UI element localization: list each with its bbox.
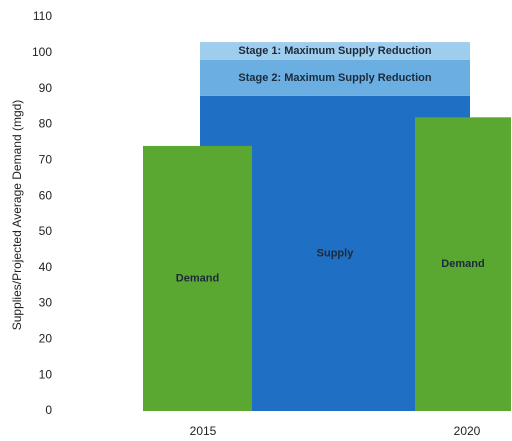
y-tick-label: 40 [39, 260, 53, 274]
segment-label: Stage 1: Maximum Supply Reduction [238, 45, 431, 57]
y-tick-label: 110 [33, 9, 52, 23]
x-tick-label: 2020 [454, 424, 481, 438]
demand-label: Demand [441, 258, 484, 270]
y-tick-label: 0 [45, 403, 52, 417]
supply-segment [200, 59, 470, 96]
y-tick-label: 30 [39, 296, 53, 310]
y-tick-label: 100 [32, 45, 52, 59]
segment-label: Stage 2: Maximum Supply Reduction [238, 72, 431, 84]
x-tick-label: 2015 [190, 424, 217, 438]
demand-bar [143, 145, 252, 412]
y-tick-label: 10 [39, 367, 53, 381]
supply-segment [200, 42, 470, 60]
y-axis-label: Supplies/Projected Average Demand (mgd) [10, 100, 24, 331]
y-tick-label: 60 [39, 188, 53, 202]
y-tick-label: 70 [39, 152, 53, 166]
y-tick-label: 80 [39, 117, 53, 131]
demand-bar [415, 117, 511, 412]
y-tick-label: 50 [39, 224, 53, 238]
demand-label: Demand [176, 272, 219, 284]
segment-label: Supply [317, 247, 355, 259]
y-tick-label: 90 [39, 81, 53, 95]
y-tick-label: 20 [39, 332, 53, 346]
